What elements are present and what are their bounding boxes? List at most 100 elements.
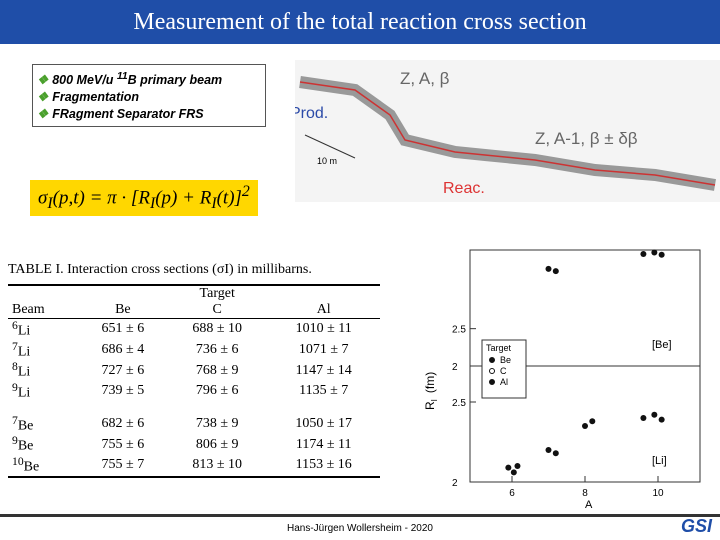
mass: 9 [12,434,18,448]
header-row: Beam Be C Al [8,302,380,319]
panel-label: [Li] [652,455,667,467]
row: Target [8,285,380,302]
mass: 10 [12,454,24,468]
bullet: ❖ FRagment Separator FRS [37,106,261,123]
bullet-sup: 11 [116,71,128,82]
footer: Hans-Jürgen Wollersheim - 2020 [0,514,720,534]
element: Be [23,459,40,475]
point [510,469,517,476]
legend-marker [489,357,495,363]
mass: 6 [12,319,18,332]
bullet: ❖ 800 MeV/u 11B primary beam [37,68,261,89]
point [552,450,559,457]
label: Prod. [295,105,328,122]
point [651,411,658,418]
mass: 9 [12,380,18,394]
x-tick-label: 6 [509,488,515,499]
x-tick-label: 8 [582,488,588,499]
row: 9Be 755 ± 6 806 ± 9 1174 ± 11 [8,434,380,455]
formula: σI(p,t) = π · [RI(p) + RI(t)]2 [30,180,258,217]
element: Be [17,418,34,434]
column-header: Al [316,302,331,317]
cell: 651 ± 6 [101,321,145,337]
row: 8Li 727 ± 6 768 ± 9 1147 ± 14 [8,360,380,381]
cell: 768 ± 9 [195,362,239,378]
cell: 682 ± 6 [101,415,145,431]
formula-part: I [211,195,217,213]
column-header: Beam [12,302,45,317]
title: Measurement of the total reaction cross … [0,0,720,44]
point [552,268,559,275]
formula-part: σ [38,187,48,209]
cell: 1135 ± 7 [299,383,349,399]
x-label: A [585,499,593,510]
legend-label: Al [500,377,508,387]
y-label-unit: (fm) [423,372,437,393]
bullet-marker: ❖ [37,90,49,105]
frs-diagram: Z, A, β Prod. 10 m Z, A-1, β ± δβ Reac. [295,60,720,202]
legend-title: Target [486,343,512,353]
legend-marker [489,379,495,385]
table-figure: TABLE I. Interaction cross sections (σI)… [8,262,380,512]
table: Target Beam Be C Al 6Li 651 ± 6 688 ± 10 1010 ± … [8,284,380,478]
point [505,464,512,471]
element: Be [17,438,34,454]
cell: 1174 ± 11 [295,436,352,452]
bullet-marker: ❖ [37,73,49,88]
panel-label: [Be] [652,339,672,351]
mass: 7 [12,339,18,353]
label: Z, A-1, β ± δβ [535,129,638,148]
row: 9Li 739 ± 5 796 ± 6 1135 ± 7 [8,381,380,402]
y-label-sub: I [430,399,439,401]
formula-part: 2 [241,183,250,200]
column-header: C [212,302,222,317]
cell: 813 ± 10 [192,457,243,473]
formula-part: I [47,195,53,213]
point [640,251,647,257]
isotope: 7Li [8,340,79,361]
legend-label: Be [500,355,511,365]
cell: 1153 ± 16 [295,457,352,473]
table-caption: TABLE I. Interaction cross sections (σI)… [8,262,312,277]
point [582,423,588,429]
bullet-marker: ❖ [37,107,49,122]
point [514,463,521,469]
cell [79,285,167,302]
bullet-box: ❖ 800 MeV/u 11B primary beam ❖ Fragmentatio… [32,64,266,128]
column-header: Be [115,302,131,317]
cell: 727 ± 6 [101,362,145,378]
point [545,265,552,272]
cell: 1147 ± 14 [295,362,352,378]
cell: 1050 ± 17 [295,415,353,431]
logo: GSI [680,516,712,536]
y-label-main: R [423,401,437,410]
point [545,447,552,453]
element: Li [17,364,31,380]
bullet-text: FRagment Separator FRS [52,107,204,122]
group-header: Target [199,286,235,301]
cell: 796 ± 6 [195,383,239,399]
bullet-text: B primary beam [127,73,223,88]
y-tick-label: 2 [452,478,458,489]
y-tick-label: 2.5 [452,325,466,336]
row: 7Be 682 ± 6 738 ± 9 1050 ± 17 [8,414,380,435]
row: 7Li 686 ± 4 736 ± 6 1071 ± 7 [8,340,380,361]
cell: 755 ± 6 [101,436,145,452]
point [589,418,596,425]
formula-part: (p,t) = π · [R [52,187,150,209]
cell: 736 ± 6 [195,341,239,357]
cell: 688 ± 10 [192,321,243,337]
element: Li [17,385,31,401]
legend-label: C [500,366,507,376]
point [658,416,665,423]
bullet: ❖ Fragmentation [37,89,261,106]
isotope: 7Be [8,414,79,435]
cell: 1071 ± 7 [298,341,349,357]
cell: 739 ± 5 [101,383,145,399]
x-tick-label: 10 [652,488,664,499]
isotope: 8Li [8,360,79,381]
bullet-text: Fragmentation [52,90,140,105]
scale-bar [304,134,356,159]
point [651,249,658,256]
